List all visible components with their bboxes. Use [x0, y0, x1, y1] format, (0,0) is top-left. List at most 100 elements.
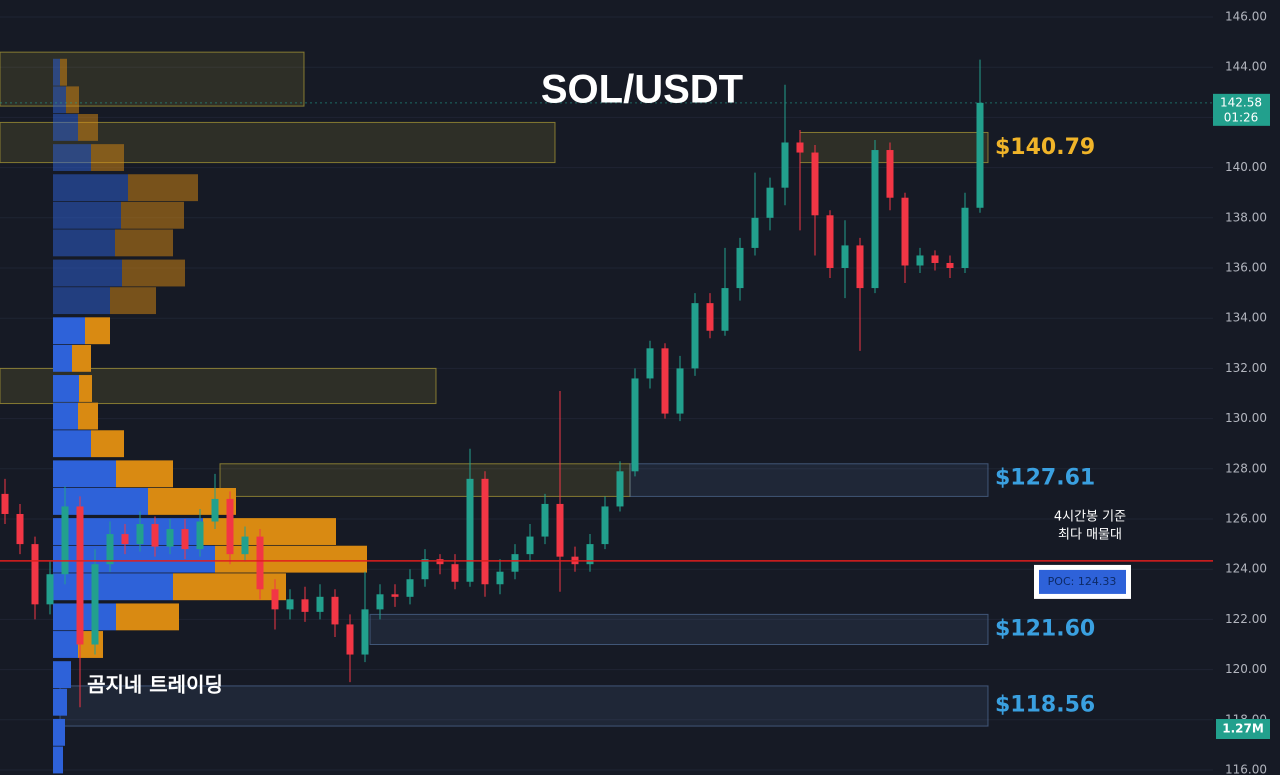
candle-body: [16, 513, 24, 545]
profile-sell: [116, 603, 179, 631]
candle-body: [526, 536, 534, 555]
profile-sell: [72, 344, 91, 372]
poc-inner: [1039, 569, 1126, 594]
poc-label: POC: 124.33: [1048, 575, 1117, 588]
candle-body: [856, 245, 864, 289]
profile-buy: [53, 661, 71, 689]
profile-sell: [60, 58, 67, 86]
profile-sell: [85, 317, 110, 345]
profile-sell: [203, 518, 336, 545]
candle-body: [166, 529, 174, 547]
profile-sell: [128, 174, 198, 202]
candle-body: [976, 102, 984, 208]
zone: [219, 463, 631, 497]
profile-buy: [53, 631, 78, 658]
profile-buy: [53, 746, 63, 774]
candle-body: [646, 348, 654, 379]
profile-sell: [122, 259, 185, 287]
y-tick-label: 124.00: [1225, 562, 1267, 576]
level-label: $121.60: [995, 616, 1095, 641]
chart-title: SOL/USDT: [541, 68, 743, 112]
profile-buy: [53, 375, 79, 402]
profile-sell: [173, 573, 286, 601]
candle-body: [826, 215, 834, 268]
profile-sell: [115, 229, 173, 257]
candle-body: [586, 544, 594, 565]
candle-body: [121, 534, 129, 545]
profile-buy: [53, 114, 78, 141]
candle-body: [151, 524, 159, 547]
zone: [629, 463, 989, 497]
profile-sell: [121, 201, 184, 229]
profile-buy: [53, 259, 122, 287]
candle-body: [691, 303, 699, 369]
candle-body: [316, 596, 324, 612]
candle-body: [196, 521, 204, 550]
candle-body: [256, 536, 264, 590]
y-tick-label: 144.00: [1225, 60, 1267, 74]
candle-body: [871, 150, 879, 289]
candle-body: [496, 571, 504, 585]
y-tick-label: 116.00: [1225, 763, 1267, 775]
candle-body: [451, 564, 459, 582]
level-label: $127.61: [995, 466, 1095, 491]
profile-buy: [53, 487, 148, 515]
y-tick-label: 130.00: [1225, 411, 1267, 425]
candle-body: [511, 554, 519, 572]
candle-body: [91, 564, 99, 645]
candle-body: [136, 524, 144, 545]
volume-badge: [1216, 719, 1270, 739]
candle-body: [676, 368, 684, 414]
candle-body: [286, 599, 294, 610]
y-tick-label: 132.00: [1225, 361, 1267, 375]
profile-sell: [78, 114, 98, 141]
candle-body: [1, 493, 9, 514]
profile-sell: [148, 487, 236, 515]
profile-sell: [215, 545, 367, 573]
profile-buy: [53, 287, 110, 315]
candle-body: [61, 506, 69, 575]
candle-body: [421, 559, 429, 580]
profile-sell: [79, 375, 92, 402]
candle-body: [616, 471, 624, 507]
candle-body: [796, 142, 804, 153]
profile-sell: [91, 430, 124, 458]
zone: [799, 131, 989, 164]
y-tick-label: 140.00: [1225, 160, 1267, 174]
last-price: 142.58: [1220, 95, 1262, 109]
y-tick-label: 146.00: [1225, 10, 1267, 24]
y-tick-label: 128.00: [1225, 461, 1267, 475]
profile-buy: [53, 402, 78, 430]
profile-buy: [53, 573, 173, 601]
profile-sell: [66, 86, 79, 114]
zone: [0, 51, 305, 107]
candle-body: [931, 255, 939, 263]
candle-body: [76, 506, 84, 645]
y-tick-label: 122.00: [1225, 612, 1267, 626]
watermark: 곰지네 트레이딩: [87, 673, 223, 697]
candle-body: [601, 506, 609, 545]
candle-body: [556, 503, 564, 557]
candle-body: [226, 498, 234, 555]
y-tick-label: 126.00: [1225, 512, 1267, 526]
candle-body: [406, 579, 414, 597]
profile-buy: [53, 174, 128, 202]
level-label: $118.56: [995, 693, 1095, 718]
y-tick-label: 136.00: [1225, 261, 1267, 275]
profile-sell: [78, 402, 98, 430]
candle-body: [946, 262, 954, 268]
profile-buy: [53, 344, 72, 372]
y-tick-label: 120.00: [1225, 662, 1267, 676]
candle-body: [181, 529, 189, 550]
candle-body: [751, 217, 759, 248]
profile-sell: [110, 287, 156, 315]
profile-buy: [53, 58, 60, 86]
profile-buy: [53, 201, 121, 229]
profile-buy: [53, 688, 67, 716]
candle-body: [901, 197, 909, 266]
profile-buy: [53, 229, 115, 257]
profile-buy: [53, 460, 116, 488]
candle-body: [46, 574, 54, 605]
profile-buy: [53, 144, 91, 171]
last-price-badge: [1213, 93, 1270, 126]
